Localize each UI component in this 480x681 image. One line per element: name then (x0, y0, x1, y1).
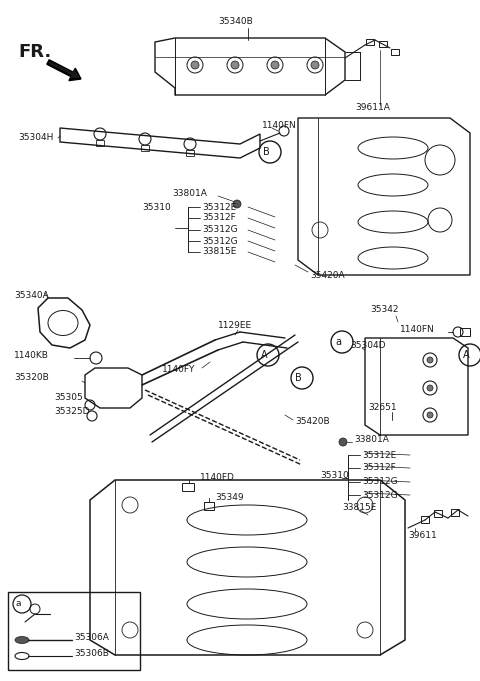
Text: 39611: 39611 (408, 530, 437, 539)
Text: 35312G: 35312G (202, 225, 238, 234)
Text: 35305: 35305 (54, 394, 83, 402)
Circle shape (233, 200, 241, 208)
Text: 1140FD: 1140FD (200, 473, 235, 483)
Bar (96, 140, 104, 146)
Circle shape (231, 61, 239, 69)
Text: 35312E: 35312E (202, 202, 236, 212)
Bar (141, 145, 149, 151)
Bar (379, 41, 387, 47)
Bar (186, 150, 194, 156)
Text: 35306A: 35306A (74, 633, 109, 642)
Bar (451, 509, 459, 516)
Bar (8, 592, 140, 670)
Text: 35320B: 35320B (14, 373, 49, 383)
Text: 33815E: 33815E (202, 247, 236, 257)
Bar (460, 328, 470, 336)
Ellipse shape (15, 637, 29, 644)
FancyArrow shape (47, 60, 81, 80)
Circle shape (311, 61, 319, 69)
Text: 35420B: 35420B (295, 417, 330, 426)
Text: 35310: 35310 (142, 202, 171, 212)
Text: 1140FN: 1140FN (400, 326, 435, 334)
Text: 35312G: 35312G (202, 236, 238, 245)
Text: 35312F: 35312F (362, 464, 396, 473)
Bar (204, 502, 214, 510)
Bar (182, 483, 194, 491)
Text: A: A (463, 350, 469, 360)
Text: 35312E: 35312E (362, 451, 396, 460)
Text: 35349: 35349 (215, 494, 244, 503)
Text: a: a (16, 599, 21, 609)
Text: 1140FN: 1140FN (262, 121, 297, 129)
Text: 35310: 35310 (320, 471, 349, 479)
Text: 35306B: 35306B (74, 650, 109, 659)
Circle shape (339, 438, 347, 446)
Text: 35420A: 35420A (310, 270, 345, 279)
Text: 1129EE: 1129EE (218, 321, 252, 330)
Text: 35312G: 35312G (362, 477, 397, 486)
Text: 1140KB: 1140KB (14, 351, 49, 360)
Bar (421, 516, 429, 523)
Circle shape (271, 61, 279, 69)
Text: 33815E: 33815E (342, 503, 376, 513)
Text: FR.: FR. (18, 43, 51, 61)
Text: 39611A: 39611A (355, 104, 390, 112)
Bar (434, 510, 442, 517)
Text: B: B (263, 147, 269, 157)
Text: A: A (261, 350, 267, 360)
Circle shape (427, 412, 433, 418)
Text: 35312G: 35312G (362, 490, 397, 499)
Bar (391, 49, 399, 55)
Text: 32651: 32651 (368, 404, 396, 413)
Text: 35304H: 35304H (18, 133, 53, 142)
Text: 35340B: 35340B (218, 18, 253, 27)
Text: 33801A: 33801A (172, 189, 207, 197)
Text: 35325D: 35325D (54, 407, 89, 417)
Circle shape (427, 385, 433, 391)
Text: B: B (295, 373, 301, 383)
Circle shape (191, 61, 199, 69)
Text: a: a (335, 337, 341, 347)
Text: 35340A: 35340A (14, 291, 49, 300)
Bar (366, 39, 374, 45)
Text: 35342: 35342 (370, 306, 398, 315)
Text: 35304D: 35304D (350, 340, 385, 349)
Text: 33801A: 33801A (354, 436, 389, 445)
Text: 1140FY: 1140FY (162, 366, 195, 375)
Circle shape (427, 357, 433, 363)
Text: 35312F: 35312F (202, 214, 236, 223)
